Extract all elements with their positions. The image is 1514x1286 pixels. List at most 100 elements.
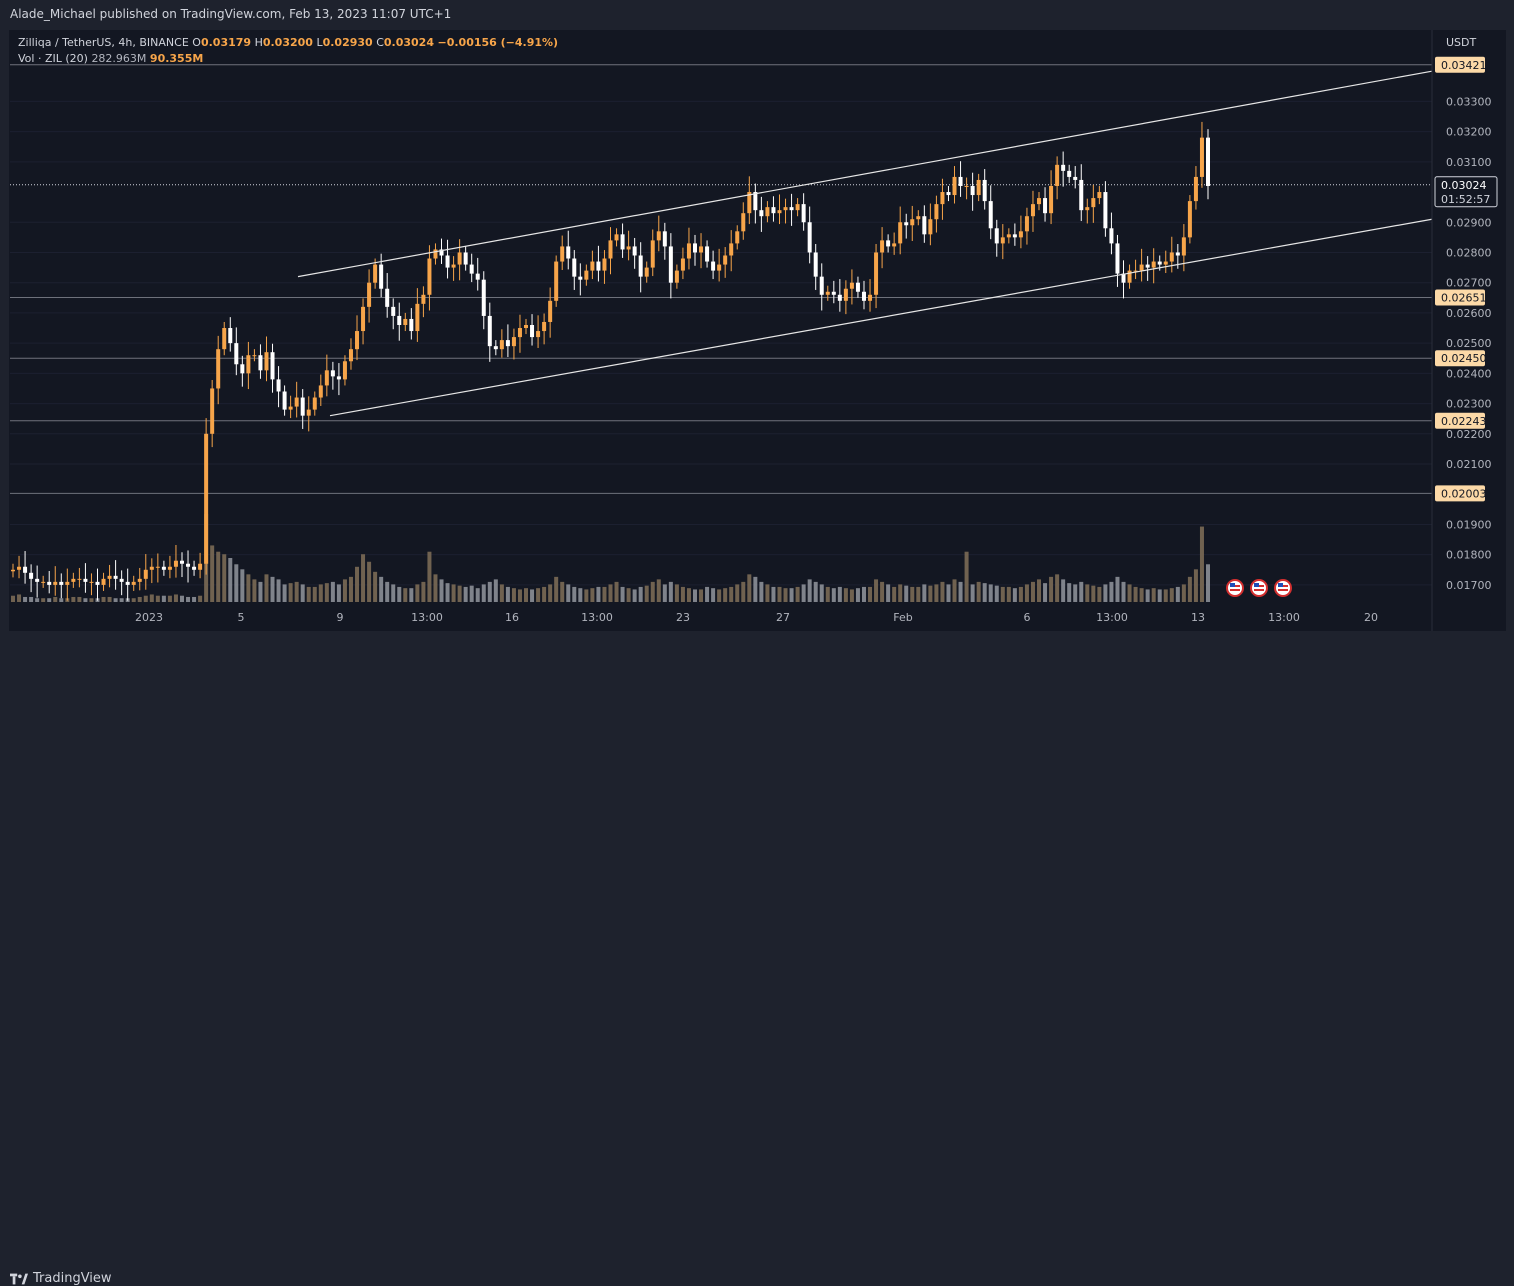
- volume-bar: [874, 579, 879, 602]
- volume-bar: [644, 585, 649, 602]
- candle: [517, 328, 522, 338]
- volume-bar: [759, 581, 764, 602]
- candle: [167, 566, 172, 570]
- close-label: C: [376, 36, 384, 49]
- volume-bar: [578, 588, 583, 602]
- candle: [125, 581, 130, 585]
- candle: [723, 255, 728, 265]
- volume-bar: [795, 586, 800, 602]
- candle: [397, 315, 402, 325]
- candle: [662, 231, 667, 247]
- price-axis: 0.03300 0.03200 0.03100 0.02900 0.02800 0.027…: [1434, 56, 1498, 592]
- candle: [837, 294, 842, 301]
- volume-bar: [524, 588, 529, 602]
- volume-bar: [505, 586, 510, 602]
- candle: [705, 246, 710, 262]
- candle: [988, 201, 993, 229]
- candle: [656, 231, 661, 241]
- volume-bar: [855, 588, 860, 602]
- candle: [1024, 216, 1029, 232]
- volume-bar: [385, 581, 390, 602]
- volume-bar: [1079, 581, 1084, 602]
- candle: [1163, 261, 1168, 265]
- candle: [1055, 164, 1060, 186]
- volume-bar: [35, 598, 40, 602]
- volume-bar: [252, 579, 257, 602]
- volume-bar: [910, 586, 915, 602]
- candle: [1043, 198, 1048, 214]
- us-event-icon[interactable]: [1226, 579, 1244, 597]
- tradingview-logo[interactable]: TradingView: [10, 1271, 112, 1286]
- candle: [487, 315, 492, 347]
- candle: [861, 291, 866, 301]
- candle: [367, 282, 372, 307]
- volume-bar: [487, 581, 492, 602]
- level-label-box: [1435, 412, 1485, 429]
- candle: [409, 318, 414, 332]
- volume-bar: [705, 586, 710, 602]
- us-event-icon[interactable]: [1274, 579, 1292, 597]
- candle: [886, 240, 891, 247]
- volume-bar: [686, 588, 691, 602]
- candle: [324, 370, 329, 386]
- candle: [119, 578, 124, 582]
- candle: [65, 581, 70, 585]
- candle: [620, 234, 625, 250]
- candle: [729, 243, 734, 256]
- candle: [554, 261, 559, 301]
- volume-bar: [934, 584, 939, 602]
- symbol-label[interactable]: Zilliqa / TetherUS, 4h, BINANCE: [18, 36, 189, 49]
- price-axis-unit[interactable]: USDT: [1446, 36, 1477, 49]
- price-chart[interactable]: 0.03300 0.03200 0.03100 0.02900 0.02800 0.027…: [0, 0, 1514, 631]
- volume-bar: [1024, 584, 1029, 602]
- candle: [819, 276, 824, 295]
- chart-legend: Zilliqa / TetherUS, 4h, BINANCE O0.03179…: [18, 35, 558, 67]
- volume-bar: [976, 581, 981, 602]
- volume-bar: [439, 579, 444, 602]
- candle: [717, 264, 722, 271]
- time-tick-label: 16: [505, 611, 519, 624]
- candle: [421, 294, 426, 304]
- candle: [1073, 176, 1078, 180]
- candle: [807, 222, 812, 253]
- volume-bar: [294, 581, 299, 602]
- volume-bar: [306, 586, 311, 602]
- volume-bar: [982, 583, 987, 602]
- volume-bar: [348, 576, 353, 602]
- candle: [958, 176, 963, 186]
- candle: [23, 566, 28, 573]
- volume-bar: [898, 584, 903, 602]
- candle: [246, 355, 251, 374]
- time-tick-label: 13:00: [1096, 611, 1128, 624]
- candle: [186, 563, 191, 567]
- volume-bar: [1012, 588, 1017, 602]
- volume-bar: [1187, 576, 1192, 602]
- candle: [674, 270, 679, 283]
- volume-bar: [632, 589, 637, 602]
- candle: [801, 204, 806, 223]
- candle: [1193, 176, 1198, 202]
- candle: [53, 581, 58, 585]
- volume-bar: [958, 581, 963, 602]
- candle: [1012, 234, 1017, 238]
- volume-bar: [433, 574, 438, 602]
- chart-pane[interactable]: [9, 30, 1506, 631]
- candle: [741, 213, 746, 232]
- candle: [578, 276, 583, 280]
- candle: [300, 397, 305, 416]
- volume-bar: [861, 586, 866, 602]
- change-value: −0.00156 (−4.91%): [437, 36, 559, 49]
- volume-label[interactable]: Vol · ZIL (20): [18, 52, 88, 65]
- candle: [1206, 137, 1210, 186]
- candle: [373, 264, 378, 283]
- volume-bar: [964, 551, 969, 602]
- last-price-box: [1434, 176, 1498, 208]
- volume-bar: [499, 584, 504, 602]
- volume-bar: [692, 589, 697, 602]
- volume-bar: [161, 595, 166, 602]
- candle: [29, 572, 34, 579]
- candle: [699, 246, 704, 253]
- us-event-icon[interactable]: [1250, 579, 1268, 597]
- volume-bar: [258, 581, 263, 602]
- volume-bar: [155, 595, 160, 602]
